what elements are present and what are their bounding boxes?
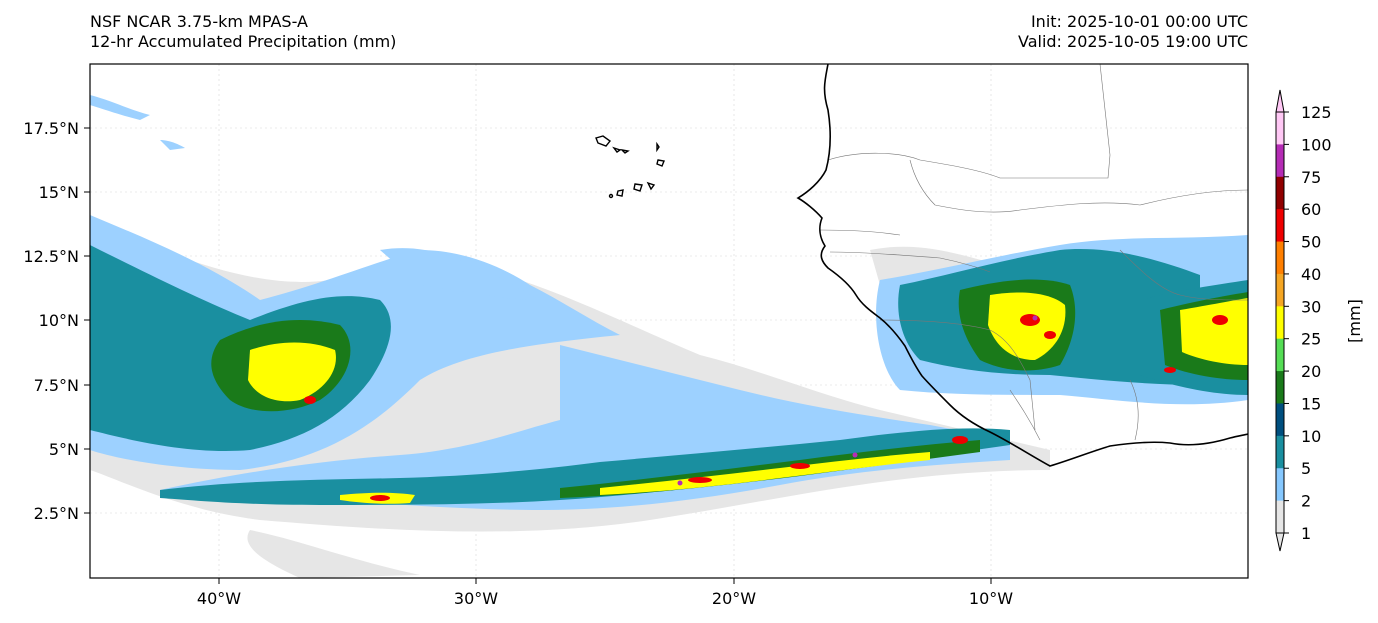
lat-label: 5°N: [49, 440, 79, 459]
colorbar-tick-label: 25: [1301, 330, 1321, 349]
map-frame: [89, 63, 1249, 579]
colorbar-segment: [1276, 500, 1284, 534]
colorbar-tick-label: 50: [1301, 233, 1321, 252]
precip-100mm: [677, 315, 1038, 486]
colorbar-segment: [1276, 435, 1284, 469]
country-borders: [819, 64, 1248, 441]
lat-label: 2.5°N: [34, 504, 79, 523]
colorbar-tick-label: 60: [1301, 200, 1321, 219]
precip-30mm: [248, 292, 1248, 504]
colorbar-segment: [1276, 209, 1284, 243]
colorbar-tick-label: 10: [1301, 427, 1321, 446]
colorbar-top-extension: [1275, 89, 1285, 113]
colorbar-segment: [1276, 468, 1284, 502]
colorbar-tick-label: 15: [1301, 394, 1321, 413]
field-title: 12-hr Accumulated Precipitation (mm): [90, 32, 397, 51]
lat-label: 12.5°N: [23, 247, 79, 266]
colorbar-tick-label: 2: [1301, 492, 1311, 511]
colorbar-tick-label: 100: [1301, 135, 1332, 154]
model-title: NSF NCAR 3.75-km MPAS-A: [90, 12, 308, 31]
lat-tick-marks: [84, 127, 90, 514]
colorbar-tick-label: 30: [1301, 297, 1321, 316]
lat-label: 15°N: [39, 183, 79, 202]
init-time: Init: 2025-10-01 00:00 UTC: [1030, 12, 1248, 31]
lon-label: 20°W: [712, 589, 756, 608]
colorbar-ticks: 125 100 75 60 50 40 30 25 20 15 10 5 2 1: [1284, 103, 1332, 543]
colorbar-segment: [1276, 306, 1284, 340]
colorbar-segment: [1276, 273, 1284, 307]
colorbar-tick-label: 125: [1301, 103, 1332, 122]
colorbar: 125 100 75 60 50 40 30 25 20 15 10 5 2 1 [mm]: [1275, 89, 1364, 552]
lon-label: 40°W: [197, 589, 241, 608]
lon-tick-marks: [218, 578, 992, 584]
colorbar-tick-label: 40: [1301, 265, 1321, 284]
cape-verde-islands: [595, 135, 665, 199]
colorbar-segment: [1276, 338, 1284, 372]
colorbar-tick-label: 20: [1301, 362, 1321, 381]
colorbar-tick-label: 1: [1301, 524, 1311, 543]
lon-label: 10°W: [969, 589, 1013, 608]
colorbar-tick-label: 75: [1301, 168, 1321, 187]
colorbar-segment: [1276, 241, 1284, 275]
lat-label: 10°N: [39, 311, 79, 330]
lat-label: 17.5°N: [23, 119, 79, 138]
lon-label: 30°W: [454, 589, 498, 608]
colorbar-segment: [1276, 403, 1284, 437]
precip-map: [90, 64, 1248, 578]
valid-time: Valid: 2025-10-05 19:00 UTC: [1017, 32, 1248, 51]
lat-label: 7.5°N: [34, 376, 79, 395]
colorbar-segment: [1276, 371, 1284, 404]
colorbar-label: [mm]: [1345, 299, 1364, 343]
colorbar-bottom-extension: [1275, 532, 1285, 552]
colorbar-segment: [1276, 176, 1284, 210]
west-africa-coastline: [796, 64, 1248, 467]
colorbar-tick-label: 5: [1301, 459, 1311, 478]
colorbar-segments: [1276, 112, 1284, 534]
colorbar-segment: [1276, 112, 1284, 145]
colorbar-segment: [1276, 144, 1284, 178]
